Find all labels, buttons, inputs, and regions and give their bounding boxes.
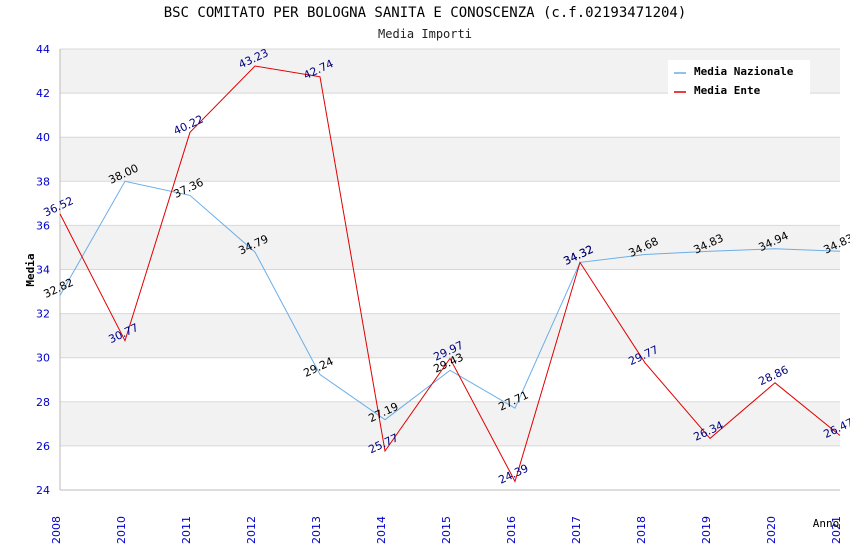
plot-band <box>60 445 840 490</box>
legend: Media Nazionale Media Ente <box>668 60 810 100</box>
y-tick-label: 30 <box>36 352 50 365</box>
plot-band <box>60 137 840 182</box>
x-tick-label: 2013 <box>310 516 323 544</box>
plot-band <box>60 181 840 226</box>
x-tick-label: 2015 <box>440 516 453 544</box>
x-tick-label: 2020 <box>765 516 778 544</box>
x-tick-label: 2012 <box>245 516 258 544</box>
y-tick-label: 44 <box>36 43 50 56</box>
y-tick-label: 38 <box>36 175 50 188</box>
series-line-nazionale <box>59 180 841 421</box>
chart-subtitle: Media Importi <box>378 27 472 41</box>
plot-band <box>60 313 840 358</box>
x-tick-label: 2018 <box>635 516 648 544</box>
chart-title: BSC COMITATO PER BOLOGNA SANITA E CONOSC… <box>163 5 687 21</box>
axes <box>59 49 840 491</box>
y-tick-label: 32 <box>36 308 50 321</box>
y-axis-label: Media <box>24 253 37 286</box>
series-line-ente <box>59 65 841 483</box>
x-tick-labels: 2008 2010 2011 2012 2013 2014 2015 2016 2017 2018… <box>50 516 843 544</box>
x-tick-label: 2014 <box>375 516 388 544</box>
plot-band <box>60 269 840 314</box>
plot-band <box>60 357 840 402</box>
x-axis-label: Anno <box>813 517 840 530</box>
y-tick-label: 34 <box>36 264 50 277</box>
y-tick-label: 24 <box>36 484 50 497</box>
y-tick-label: 36 <box>36 219 50 232</box>
y-tick-label: 28 <box>36 396 50 409</box>
x-tick-label: 2019 <box>700 516 713 544</box>
legend-box <box>668 60 810 100</box>
x-tick-label: 2016 <box>505 516 518 544</box>
x-tick-label: 2008 <box>50 516 63 544</box>
x-tick-label: 2017 <box>570 516 583 544</box>
y-tick-label: 40 <box>36 131 50 144</box>
legend-label-nazionale: Media Nazionale <box>694 65 794 78</box>
x-tick-label: 2011 <box>180 516 193 544</box>
series-lines <box>59 65 841 483</box>
x-tick-label: 2010 <box>115 516 128 544</box>
plot-background-bands <box>60 49 840 490</box>
x-tick-label: 2021 <box>830 516 843 544</box>
y-tick-label: 26 <box>36 440 50 453</box>
plot-band <box>60 93 840 138</box>
y-tick-labels: 24 26 28 30 32 34 36 38 40 42 44 <box>36 43 50 497</box>
plot-band <box>60 225 840 270</box>
legend-label-ente: Media Ente <box>694 84 761 97</box>
plot-band <box>60 401 840 446</box>
y-tick-label: 42 <box>36 87 50 100</box>
